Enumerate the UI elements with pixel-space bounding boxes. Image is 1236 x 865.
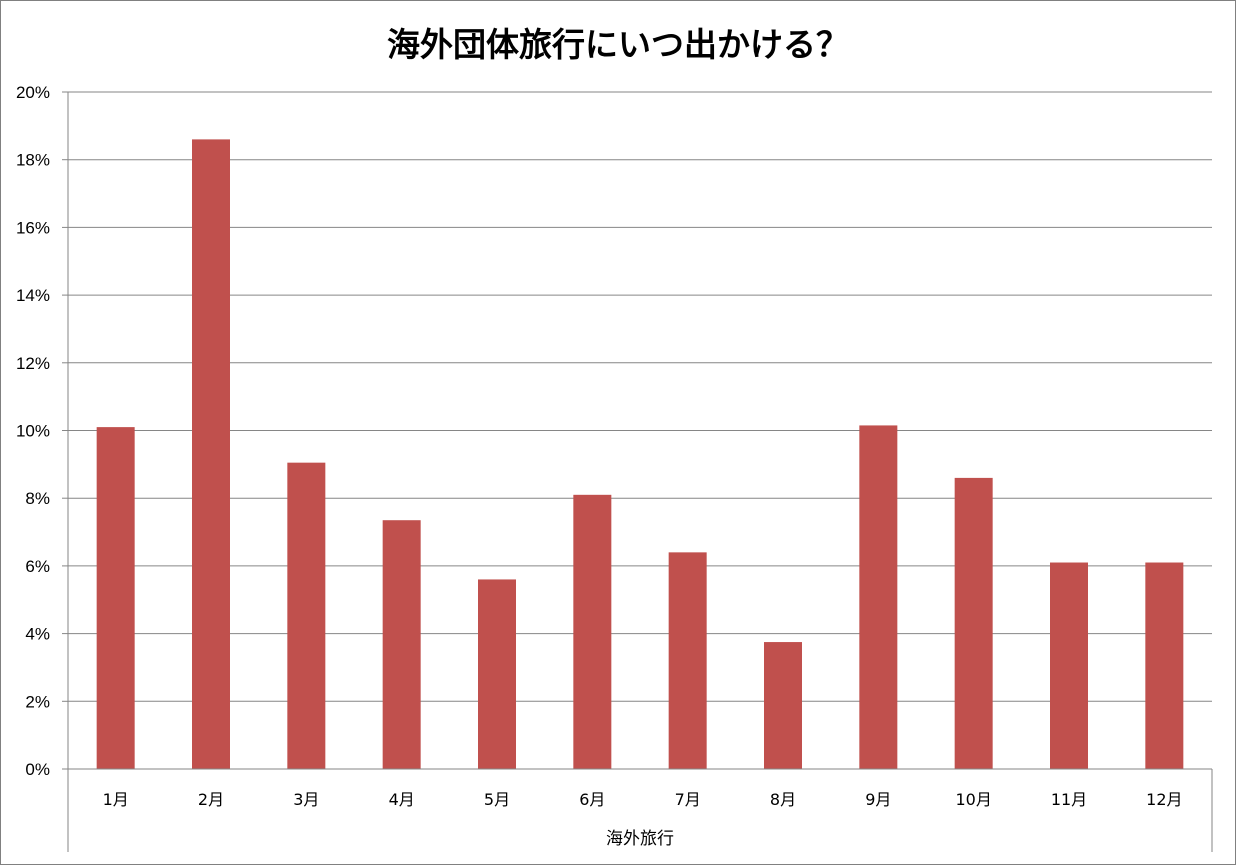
y-tick-label: 8% <box>25 489 50 508</box>
x-tick-label: 1月 <box>103 790 129 809</box>
x-tick-label: 12月 <box>1146 790 1182 809</box>
bar <box>954 477 993 769</box>
y-axis-ticks: 0% 2% 4% 6% 8% 10% 12% 14% 16% 18% 20% <box>16 83 68 779</box>
bar <box>382 520 421 769</box>
bar <box>287 462 326 769</box>
bar <box>96 427 135 769</box>
bar <box>1145 562 1184 769</box>
x-tick-label: 8月 <box>770 790 796 809</box>
y-tick-label: 0% <box>25 760 50 779</box>
bar <box>192 139 230 769</box>
y-tick-label: 14% <box>16 286 50 305</box>
x-axis-label: 海外旅行 <box>606 829 674 849</box>
y-tick-label: 6% <box>25 557 50 576</box>
axes <box>67 92 1213 852</box>
bars <box>96 139 1184 769</box>
y-tick-label: 20% <box>16 83 50 102</box>
y-tick-label: 18% <box>16 151 50 170</box>
bar <box>859 425 898 769</box>
x-tick-label: 7月 <box>675 790 701 809</box>
x-tick-label: 6月 <box>579 790 605 809</box>
x-axis-ticks: 1月 2月 3月 4月 5月 6月 7月 8月 9月 10月 11月 12月 <box>103 790 1183 809</box>
chart-title: 海外団体旅行にいつ出かける？ <box>387 25 849 64</box>
y-tick-label: 16% <box>16 218 50 237</box>
bar <box>764 642 802 769</box>
bar <box>668 552 707 769</box>
y-tick-label: 12% <box>16 354 50 373</box>
x-tick-label: 11月 <box>1051 790 1087 809</box>
x-tick-label: 10月 <box>955 790 991 809</box>
x-tick-label: 5月 <box>484 790 510 809</box>
y-tick-label: 10% <box>16 422 50 441</box>
bar <box>478 579 516 769</box>
x-tick-label: 3月 <box>293 790 319 809</box>
x-tick-label: 9月 <box>865 790 891 809</box>
x-tick-label: 4月 <box>389 790 415 809</box>
x-tick-label: 2月 <box>198 790 224 809</box>
y-tick-label: 2% <box>25 692 50 711</box>
bar <box>1050 562 1088 769</box>
gridlines <box>68 91 1212 702</box>
y-tick-label: 4% <box>25 625 50 644</box>
bar <box>573 494 612 769</box>
